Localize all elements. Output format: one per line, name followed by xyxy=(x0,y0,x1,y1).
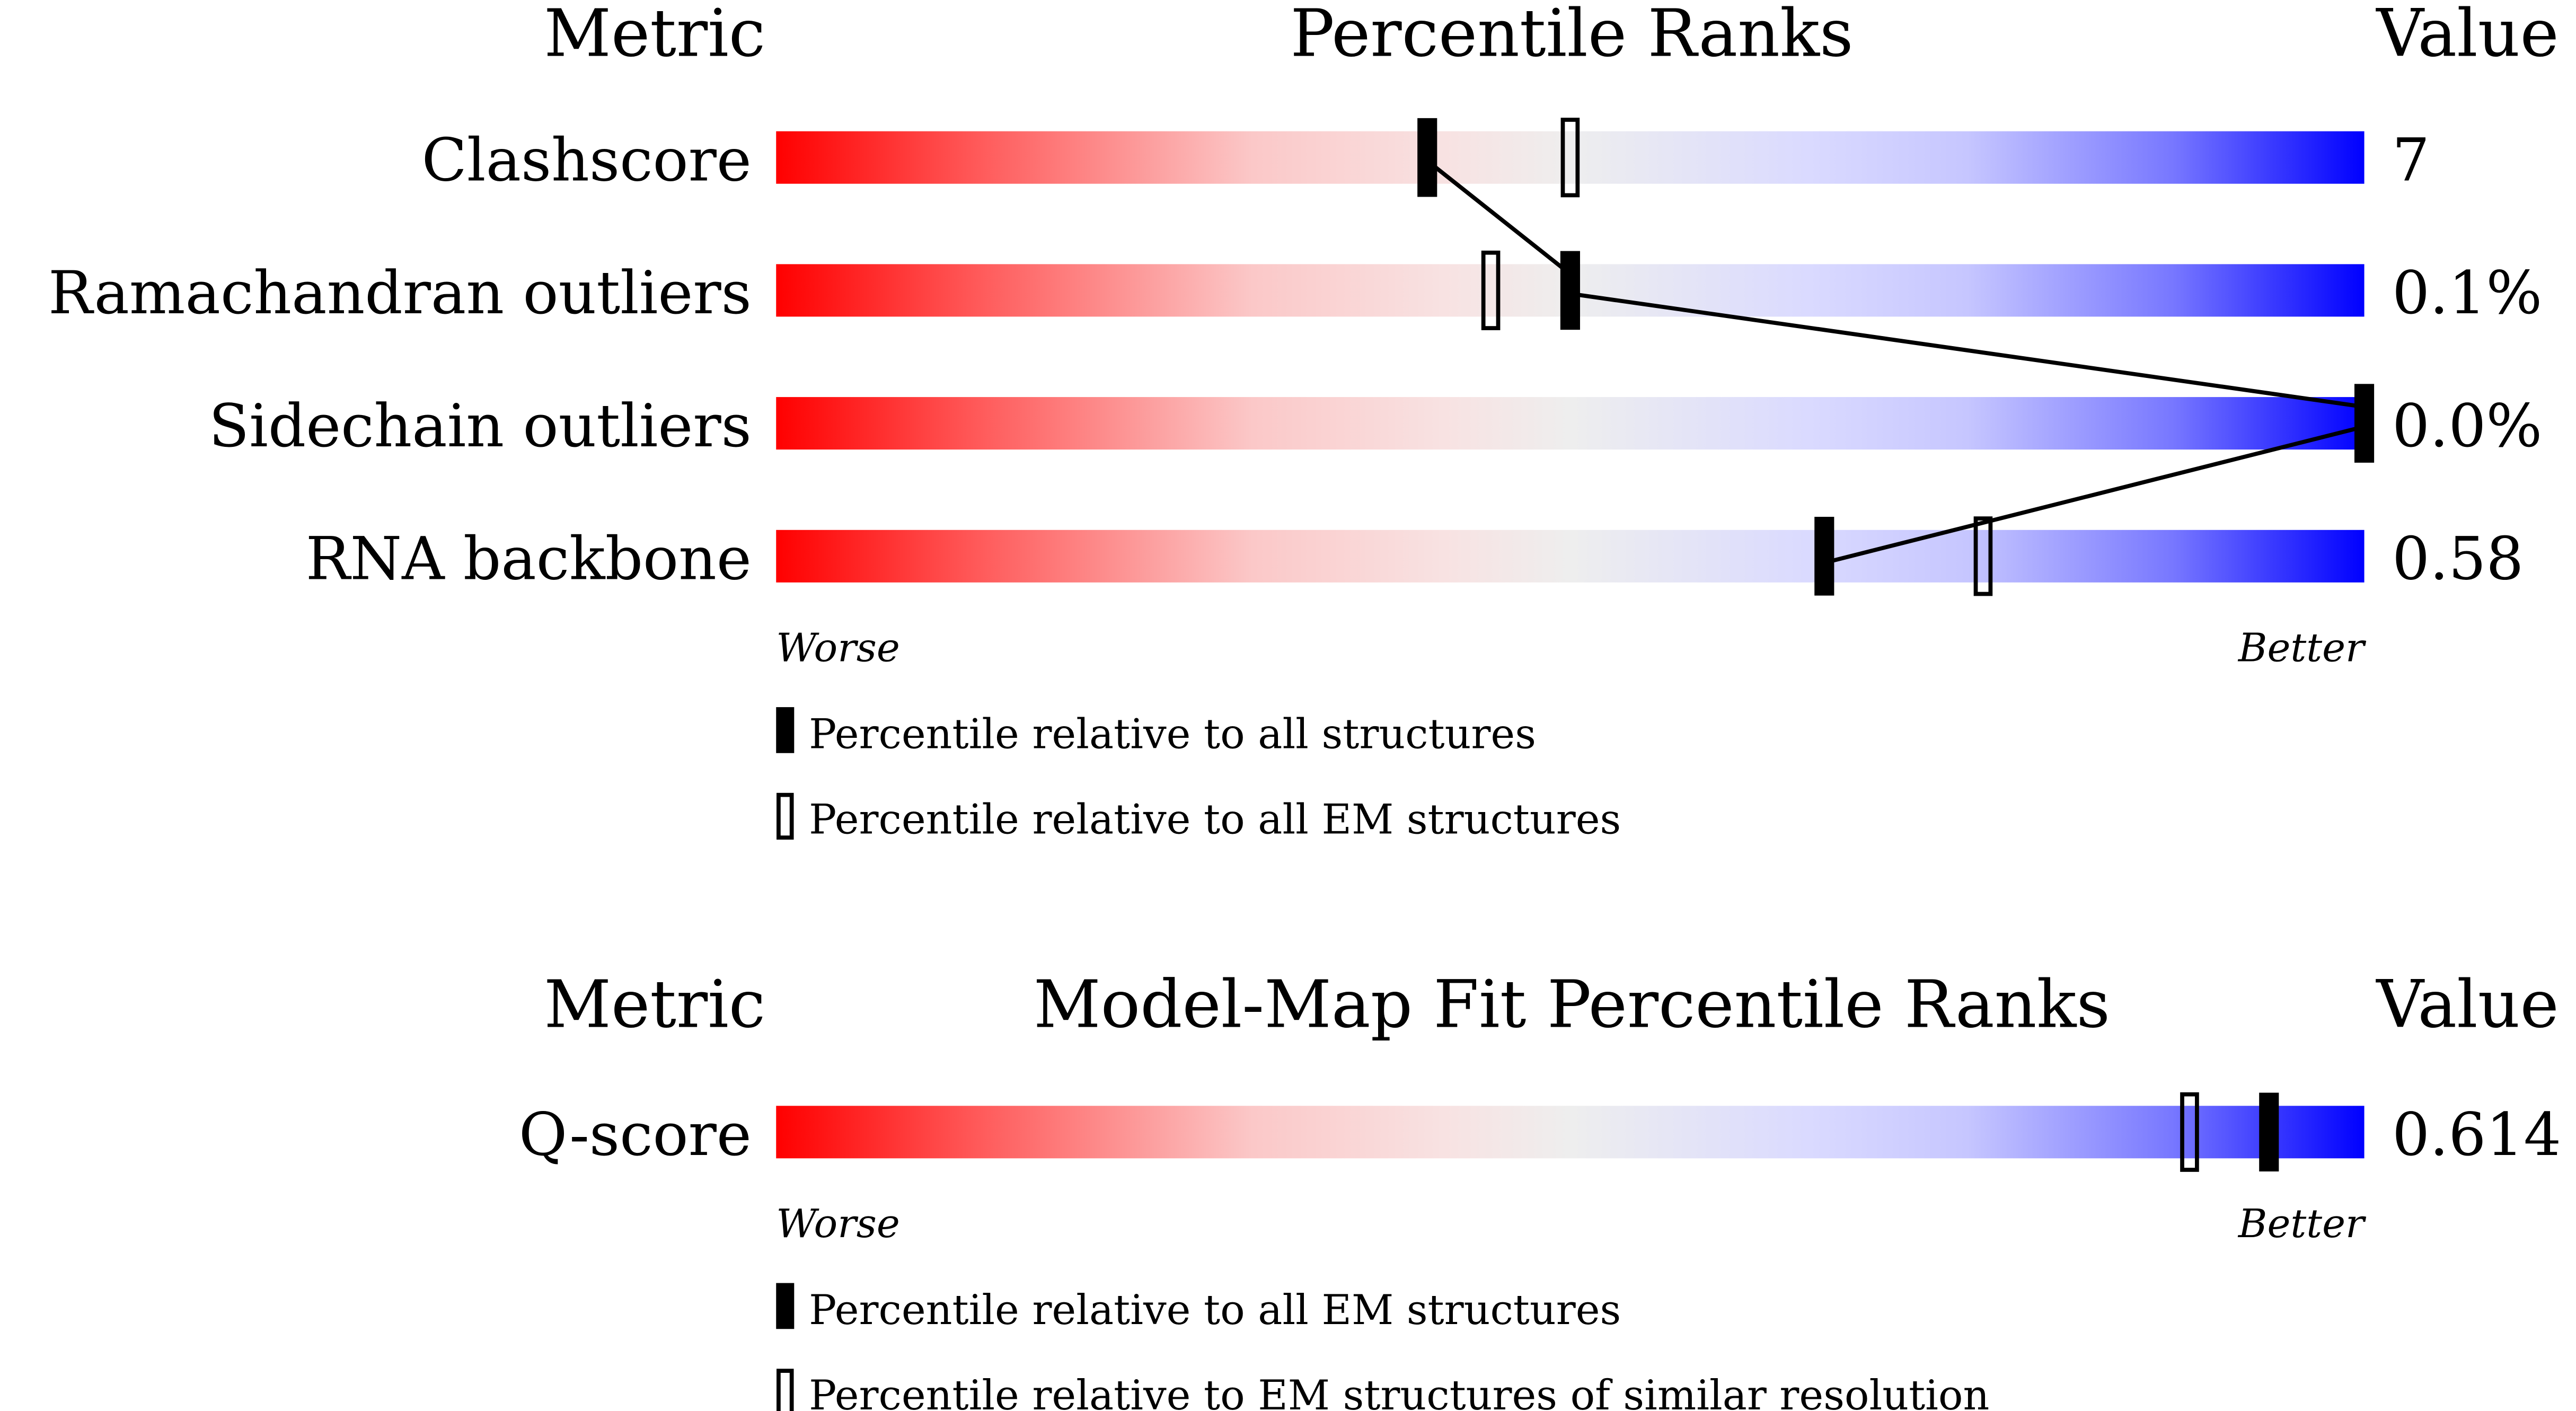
chart-section-1: Metric Model-Map Fit Percentile Ranks Valu… xyxy=(519,967,2561,1411)
connector-line xyxy=(1426,159,1572,276)
open-percentile-marker xyxy=(1481,250,1501,330)
connector-line xyxy=(1569,292,2365,409)
open-percentile-marker xyxy=(1560,118,1580,198)
metric-label: RNA backbone xyxy=(306,525,752,594)
filled-percentile-marker xyxy=(1814,517,1834,596)
legend-label: Percentile relative to all EM structures xyxy=(809,1286,1621,1334)
worse-label: Worse xyxy=(776,624,900,671)
value-header: Value xyxy=(2375,967,2559,1043)
chart-section-0: Metric Percentile Ranks Value Clashscore 7 Ra… xyxy=(48,0,2559,843)
metric-row: Clashscore 7 xyxy=(422,118,2430,198)
metric-label: Sidechain outliers xyxy=(209,392,752,461)
metric-row: Ramachandran outliers 0.1% xyxy=(48,250,2542,330)
legend-open-marker xyxy=(777,1369,794,1411)
metric-row: Sidechain outliers 0.0% xyxy=(209,384,2542,463)
legend-label: Percentile relative to all structures xyxy=(809,710,1536,758)
metric-header: Metric xyxy=(544,967,765,1043)
chart-title: Model-Map Fit Percentile Ranks xyxy=(1034,967,2110,1043)
worse-label: Worse xyxy=(776,1201,900,1247)
percentile-bar xyxy=(776,530,2365,583)
legend-label: Percentile relative to all EM structures xyxy=(809,796,1621,843)
percentile-bar xyxy=(776,397,2365,450)
percentile-bar xyxy=(776,1106,2365,1159)
filled-percentile-marker xyxy=(2259,1092,2279,1172)
metric-label: Q-score xyxy=(519,1101,752,1169)
legend-filled-marker xyxy=(776,707,795,753)
legend-filled-marker xyxy=(776,1283,795,1329)
metric-row: Q-score 0.614 xyxy=(519,1092,2561,1172)
filled-percentile-marker xyxy=(1417,118,1437,197)
metric-value: 7 xyxy=(2392,126,2430,195)
metric-value: 0.614 xyxy=(2392,1101,2561,1169)
open-percentile-marker xyxy=(2180,1092,2199,1172)
metric-header: Metric xyxy=(544,0,765,72)
chart-title: Percentile Ranks xyxy=(1290,0,1853,72)
connector-line xyxy=(1823,425,2365,565)
filled-percentile-marker xyxy=(1560,251,1580,330)
metric-value: 0.1% xyxy=(2392,259,2542,328)
metric-row: RNA backbone 0.58 xyxy=(306,516,2524,596)
metric-value: 0.0% xyxy=(2392,392,2542,461)
better-label: Better xyxy=(2237,624,2367,671)
percentile-bar xyxy=(776,131,2365,184)
metric-label: Clashscore xyxy=(422,126,752,195)
legend-open-marker xyxy=(777,792,794,840)
legend-label: Percentile relative to EM structures of … xyxy=(809,1372,1989,1411)
metric-value: 0.58 xyxy=(2392,525,2524,594)
open-percentile-marker xyxy=(1973,516,1993,596)
better-label: Better xyxy=(2237,1201,2367,1247)
filled-percentile-marker xyxy=(2354,384,2375,463)
metric-label: Ramachandran outliers xyxy=(48,259,752,328)
value-header: Value xyxy=(2375,0,2559,72)
